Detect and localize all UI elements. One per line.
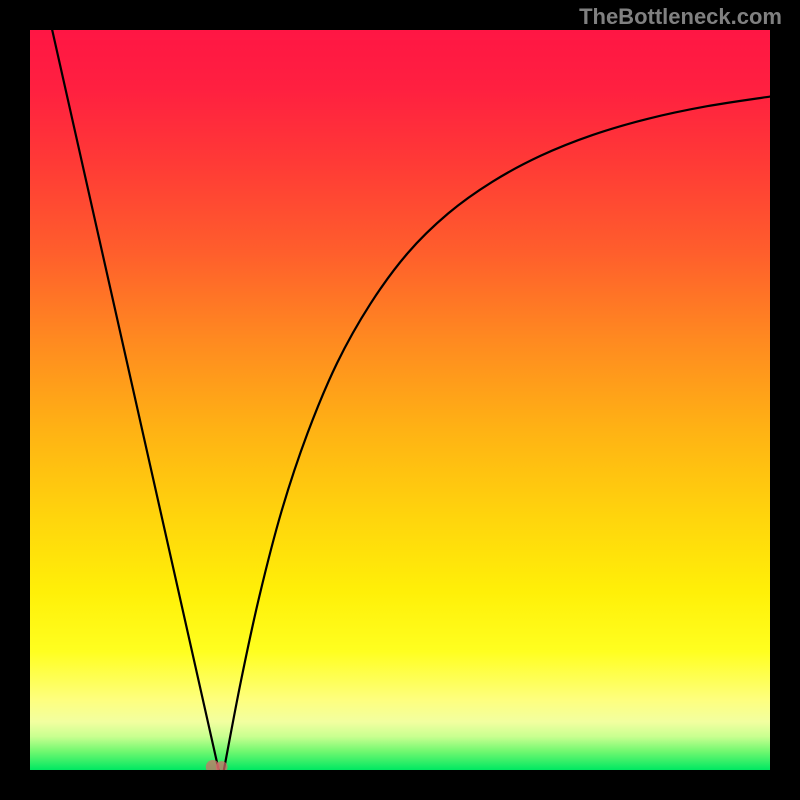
frame-border-left	[0, 0, 30, 800]
frame-border-right	[770, 0, 800, 800]
frame-border-bottom	[0, 770, 800, 800]
bottleneck-chart	[0, 0, 800, 800]
gradient-background	[30, 30, 770, 770]
watermark-text: TheBottleneck.com	[579, 4, 782, 30]
